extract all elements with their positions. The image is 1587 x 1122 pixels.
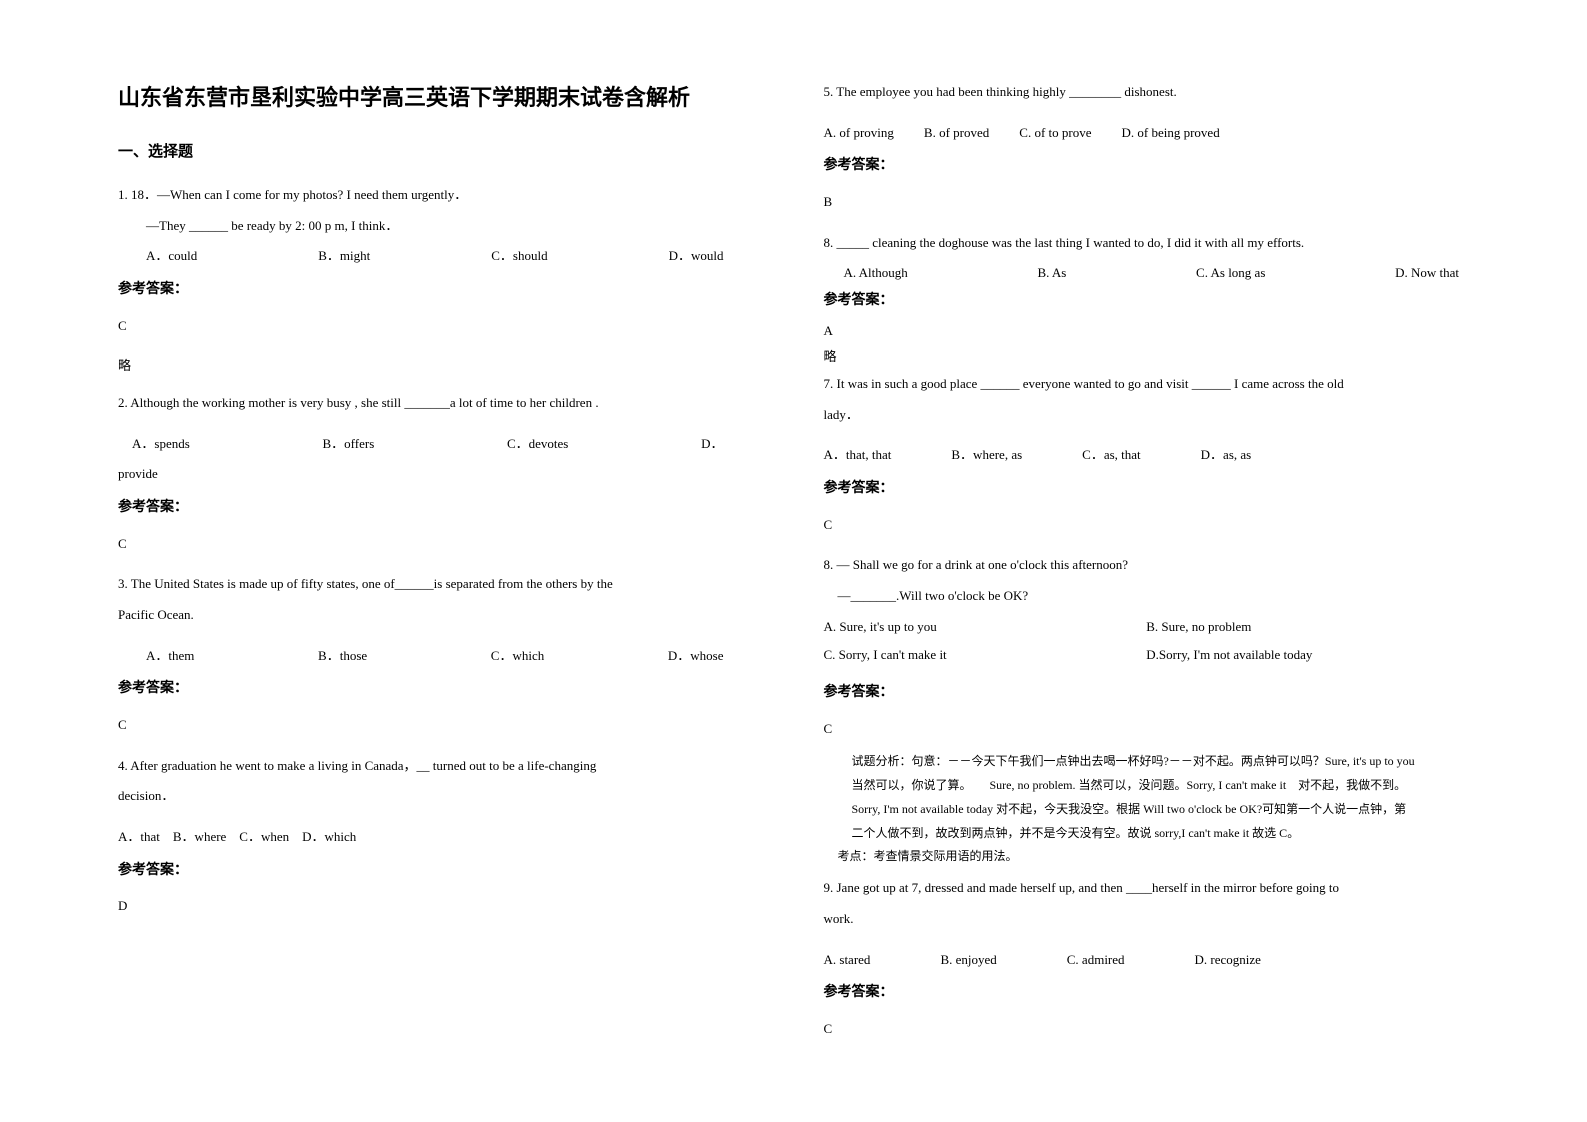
question-text: Pacific Ocean. <box>118 603 764 628</box>
option-a: A．that, that <box>824 443 892 468</box>
analysis-line: Sorry, I'm not available today 对不起，今天我没空… <box>852 797 1470 821</box>
option-a: A. Sure, it's up to you <box>824 615 1147 644</box>
question-text: 4. After graduation he went to make a li… <box>118 754 764 779</box>
question-4: 4. After graduation he went to make a li… <box>118 754 764 919</box>
option-c: C．which <box>491 644 544 669</box>
analysis-line: 二个人做不到，故改到两点钟，并不是今天没有空。故说 sorry,I can't … <box>852 821 1470 845</box>
answer-label: 参考答案： <box>824 476 1470 503</box>
answer-label: 参考答案： <box>118 495 764 522</box>
option-d: D． <box>701 432 723 457</box>
option-row: A．could B．might C．should D．would <box>118 244 764 269</box>
question-text: decision． <box>118 784 764 809</box>
answer-value: D <box>118 894 764 919</box>
option-row: A．spends B．offers C．devotes D． <box>118 432 764 457</box>
question-text: —_______.Will two o'clock be OK? <box>824 584 1470 609</box>
option-row: A. stared B. enjoyed C. admired D. recog… <box>824 948 1470 973</box>
option-line: A．that B．where C．when D．which <box>118 825 764 850</box>
option-b: B．offers <box>323 432 375 457</box>
option-d: D. recognize <box>1195 948 1261 973</box>
option-row: A. Sure, it's up to you B. Sure, no prob… <box>824 615 1470 672</box>
answer-label: 参考答案： <box>824 680 1470 707</box>
option-a: A．spends <box>132 432 190 457</box>
answer-value: C <box>118 314 764 339</box>
option-a: A. stared <box>824 948 871 973</box>
option-b: B. of proved <box>924 121 989 146</box>
option-c: C. As long as <box>1196 261 1265 286</box>
document-title: 山东省东营市垦利实验中学高三英语下学期期末试卷含解析 <box>118 80 764 112</box>
analysis-line: 当然可以，你说了算。 Sure, no problem. 当然可以，没问题。So… <box>852 773 1470 797</box>
question-1: 1. 18．—When can I come for my photos? I … <box>118 183 764 379</box>
option-d: D．whose <box>668 644 724 669</box>
option-c: C. Sorry, I can't make it <box>824 643 1147 672</box>
answer-label: 参考答案： <box>118 858 764 885</box>
option-row: A. Although B. As C. As long as D. Now t… <box>824 261 1470 286</box>
option-b: B. Sure, no problem <box>1146 615 1469 644</box>
question-2: 2. Although the working mother is very b… <box>118 391 764 556</box>
answer-value: C <box>118 532 764 557</box>
option-c: C. of to prove <box>1019 121 1091 146</box>
option-a: A. of proving <box>824 121 894 146</box>
option-b: B. enjoyed <box>940 948 996 973</box>
answer-value: C <box>824 717 1470 742</box>
section-header: 一、选择题 <box>118 140 764 161</box>
option-b: B．where, as <box>951 443 1022 468</box>
left-column: 山东省东营市垦利实验中学高三英语下学期期末试卷含解析 一、选择题 1. 18．—… <box>98 80 794 1082</box>
question-text: —They ______ be ready by 2: 00 p m, I th… <box>118 214 764 239</box>
option-a: A．could <box>146 244 197 269</box>
question-text: 5. The employee you had been thinking hi… <box>824 80 1470 105</box>
question-text: 1. 18．—When can I come for my photos? I … <box>118 183 764 208</box>
option-d: D.Sorry, I'm not available today <box>1146 643 1469 672</box>
question-text: 3. The United States is made up of fifty… <box>118 572 764 597</box>
question-text: 8. — Shall we go for a drink at one o'cl… <box>824 553 1470 578</box>
option-c: C. admired <box>1067 948 1125 973</box>
question-3: 3. The United States is made up of fifty… <box>118 572 764 737</box>
answer-label: 参考答案： <box>824 288 1470 315</box>
option-c: C．should <box>491 244 547 269</box>
right-column: 5. The employee you had been thinking hi… <box>794 80 1490 1082</box>
option-b: B．those <box>318 644 367 669</box>
option-b: B. As <box>1037 261 1066 286</box>
analysis-line: 试题分析：句意：－－今天下午我们一点钟出去喝一杯好吗?－－对不起。两点钟可以吗？… <box>852 749 1470 773</box>
brief-text: 略 <box>824 345 1470 370</box>
option-d: D. of being proved <box>1122 121 1220 146</box>
answer-value: A <box>824 319 1470 344</box>
question-text: 2. Although the working mother is very b… <box>118 391 764 416</box>
answer-label: 参考答案： <box>824 153 1470 180</box>
option-extra: provide <box>118 462 764 487</box>
option-row: A. of proving B. of proved C. of to prov… <box>824 121 1470 146</box>
analysis-line: 考点：考查情景交际用语的用法。 <box>824 845 1470 868</box>
question-text: lady． <box>824 403 1470 428</box>
question-8: 8. — Shall we go for a drink at one o'cl… <box>824 553 1470 868</box>
question-9: 9. Jane got up at 7, dressed and made he… <box>824 876 1470 1041</box>
option-c: C．as, that <box>1082 443 1141 468</box>
option-b: B．might <box>318 244 370 269</box>
option-d: D．would <box>669 244 724 269</box>
question-text: 9. Jane got up at 7, dressed and made he… <box>824 876 1470 901</box>
option-c: C．devotes <box>507 432 568 457</box>
question-5: 5. The employee you had been thinking hi… <box>824 80 1470 215</box>
question-6: 8. _____ cleaning the doghouse was the l… <box>824 231 1470 370</box>
brief-text: 略 <box>118 354 764 379</box>
option-row: A．that, that B．where, as C．as, that D．as… <box>824 443 1470 468</box>
option-a: A．them <box>146 644 194 669</box>
answer-value: C <box>824 513 1470 538</box>
answer-label: 参考答案： <box>118 676 764 703</box>
answer-label: 参考答案： <box>824 980 1470 1007</box>
answer-label: 参考答案： <box>118 277 764 304</box>
analysis-block: 试题分析：句意：－－今天下午我们一点钟出去喝一杯好吗?－－对不起。两点钟可以吗？… <box>824 749 1470 845</box>
option-d: D. Now that <box>1395 261 1459 286</box>
answer-value: C <box>824 1017 1470 1042</box>
question-7: 7. It was in such a good place ______ ev… <box>824 372 1470 537</box>
question-text: work. <box>824 907 1470 932</box>
option-a: A. Although <box>844 261 908 286</box>
option-d: D．as, as <box>1201 443 1252 468</box>
answer-value: B <box>824 190 1470 215</box>
option-row: A．them B．those C．which D．whose <box>118 644 764 669</box>
answer-value: C <box>118 713 764 738</box>
question-text: 7. It was in such a good place ______ ev… <box>824 372 1470 397</box>
question-text: 8. _____ cleaning the doghouse was the l… <box>824 231 1470 256</box>
